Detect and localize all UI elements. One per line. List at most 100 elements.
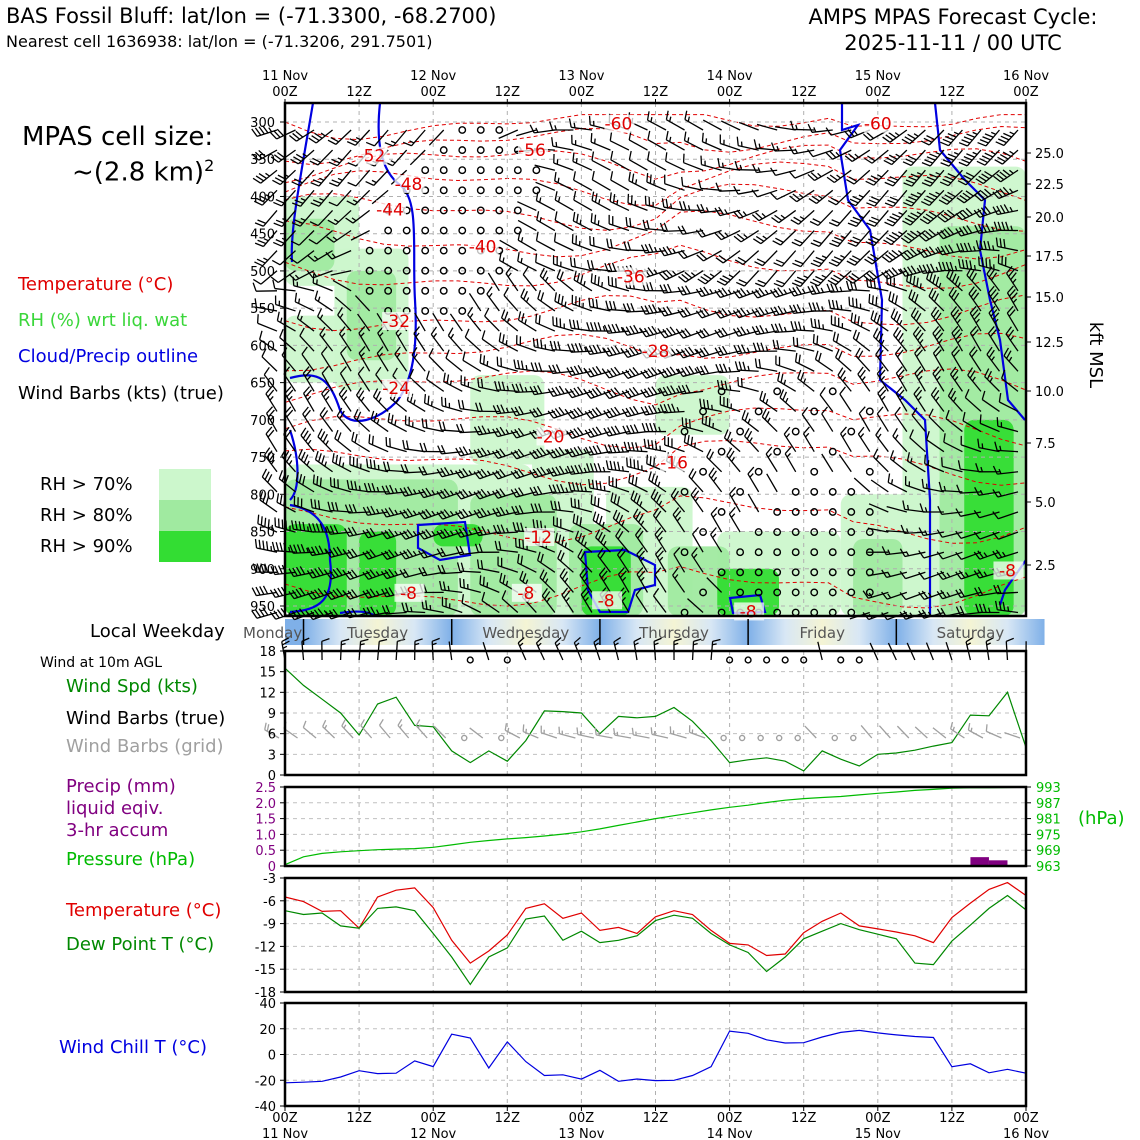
barb-flag [497,381,502,391]
forecast-cycle-label: AMPS MPAS Forecast Cycle: [808,5,1098,29]
barb-flag [570,366,576,376]
barb-half [271,524,274,530]
wind-barb [343,569,370,581]
barb-flag [837,367,844,376]
barb-flag [681,225,687,234]
barb-flag [609,460,613,470]
wind-barb [365,246,374,255]
barb-flag [265,541,269,551]
barb-staff [821,413,834,432]
wind-barb [265,406,278,432]
barb-half [761,213,767,218]
barb-half [839,286,843,292]
barb-flag [317,500,321,510]
wind-barb [532,337,556,352]
wind-barb [310,189,334,207]
barb-flag [467,306,474,316]
barb-flag [328,590,336,599]
barb-flag [265,426,273,435]
barb-flag [573,270,577,281]
barb-flag [872,328,879,337]
calm-circle [458,146,467,155]
barb-flag [317,608,325,617]
wind-barb [777,371,797,392]
calm-circle [865,467,874,476]
barb-flag [721,345,728,355]
barb-flag [540,466,547,475]
barb-flag [295,130,304,138]
wind-barb [306,270,333,279]
barb-half [507,727,510,732]
wind-barb [426,370,445,392]
barb-flag [994,159,1003,165]
barb-flag [518,505,524,514]
barb-flag [592,445,598,455]
barb-flag [809,220,819,226]
barb-flag [540,292,545,302]
barb-flag [425,487,432,496]
barb-half [1007,606,1010,612]
wind-barb [517,201,537,212]
wind-barb [251,607,278,619]
barb-flag [557,501,561,511]
barb-flag [573,365,580,375]
barb-flag [262,540,265,550]
barb-flag [358,345,366,354]
barb-flag [368,434,371,444]
barb-half [803,275,809,279]
barb-flag [351,526,358,536]
calm-circle [775,734,783,742]
barb-flag [479,353,482,363]
wind-barb [439,246,448,255]
barb-flag [440,444,446,454]
barb-half [573,122,576,128]
barb-flag [595,426,602,435]
barb-flag [521,313,525,323]
pressure-label: 550 [250,302,275,317]
barb-flag [1000,135,1010,141]
barb-flag [367,482,372,492]
barb-half [762,235,768,240]
barb-flag [651,473,656,483]
barb-flag [262,585,269,595]
barb-flag [331,453,335,463]
wind-barb [302,406,315,432]
wind-barb [510,427,537,439]
wind-barb [254,250,278,267]
barb-flag [605,460,609,470]
barb-flag [648,405,654,414]
barb-flag [336,588,343,597]
barb-flag [538,362,543,372]
barb-flag [492,405,498,414]
barb-flag [517,252,520,262]
wind-barb [541,588,556,613]
wind-barb [747,466,760,493]
barb-flag [547,450,555,459]
barb-flag [344,528,350,537]
barb-half [468,470,473,475]
barb-flag [399,531,407,540]
barb-half [757,167,761,173]
barb-flag [502,574,506,584]
barb-flag [536,448,543,457]
barb-half [620,447,624,453]
barb-flag [542,270,548,279]
barb-half [603,485,606,491]
wind-barb [329,169,352,187]
barb-flag [629,217,632,227]
barb-flag [314,568,321,577]
barb-half [817,172,822,178]
barb-flag [665,110,669,120]
barb-half [413,353,418,359]
wind-barb [399,508,426,519]
wind-barb [553,154,574,171]
wind-barb [376,346,389,372]
cloud-outline [416,520,472,562]
barb-flag [443,372,446,382]
barb-staff [428,355,445,372]
barb-flag [477,448,484,457]
barb-half [430,401,433,407]
barb-flag [847,242,857,247]
barb-flag [293,178,303,184]
barb-flag [532,468,539,477]
